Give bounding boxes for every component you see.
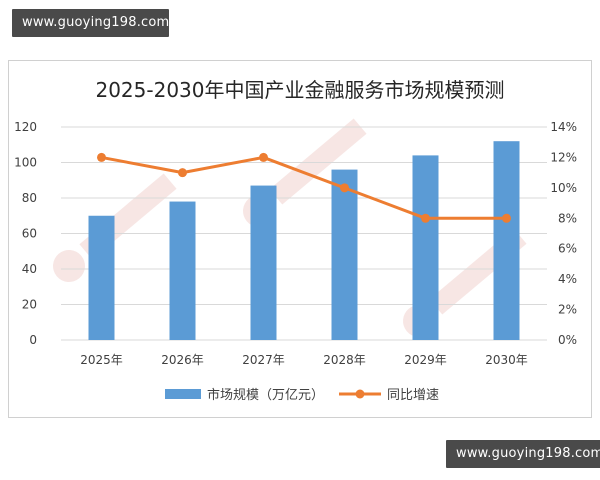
bar [412,155,439,340]
y-right-tick-label: 14% [550,120,577,134]
x-tick-label: 2026年 [161,353,204,367]
y-right-tick-label: 0% [558,333,577,347]
legend-label-market-size: 市场规模（万亿元） [207,387,324,403]
watermark-band [269,118,367,205]
y-left-tick-label: 100 [14,156,37,170]
watermark-logo-circle [53,250,85,282]
bar [169,201,196,340]
line-series [97,152,511,223]
site-watermark-bottom: www.guoying198.com [446,440,600,468]
x-tick-label: 2027年 [242,353,285,367]
y-right-tick-label: 8% [558,211,577,225]
y-left-tick-label: 80 [22,191,37,205]
bar [88,215,115,340]
y-right-tick-label: 2% [558,303,577,317]
growth-point [178,168,187,178]
growth-point [502,213,511,223]
y-right-tick-label: 12% [550,150,577,164]
x-tick-label: 2028年 [323,353,366,367]
legend-label-growth: 同比增速 [387,388,439,403]
growth-point [340,183,349,193]
chart-frame: 2025-2030年中国产业金融服务市场规模预测 0 20 40 60 80 100 120… [8,60,592,418]
y-left-tick-label: 40 [22,262,37,276]
x-tick-label: 2030年 [485,353,528,367]
bar [250,185,277,340]
bar [331,169,358,340]
right-axis-ticks: 0% 2% 4% 6% 8% 10% 12% 14% [550,120,577,347]
x-tick-label: 2025年 [80,353,123,367]
y-right-tick-label: 6% [558,242,577,256]
y-left-tick-label: 0 [29,333,37,347]
legend: 市场规模（万亿元） 同比增速 [165,387,439,403]
growth-point [97,152,106,162]
growth-point [421,213,430,223]
y-left-tick-label: 120 [14,120,37,134]
y-left-tick-label: 60 [22,227,37,241]
growth-line [101,155,507,220]
y-left-tick-label: 20 [22,298,37,312]
y-right-tick-label: 4% [558,272,577,286]
growth-point [259,152,268,162]
legend-line-marker [355,389,365,399]
chart-title: 2025-2030年中国产业金融服务市场规模预测 [95,78,504,102]
bar [493,141,520,340]
x-tick-label: 2029年 [404,353,447,367]
y-right-tick-label: 10% [550,181,577,195]
chart-svg: 2025-2030年中国产业金融服务市场规模预测 0 20 40 60 80 100 120… [14,78,577,403]
x-axis-ticks: 2025年 2026年 2027年 2028年 2029年 2030年 [80,353,528,367]
site-watermark-top: www.guoying198.com [12,9,169,37]
left-axis-ticks: 0 20 40 60 80 100 120 [14,120,37,347]
bar-series [88,141,520,340]
legend-bar-swatch [165,389,201,399]
background-watermarks [53,118,527,337]
gridlines [61,126,547,341]
